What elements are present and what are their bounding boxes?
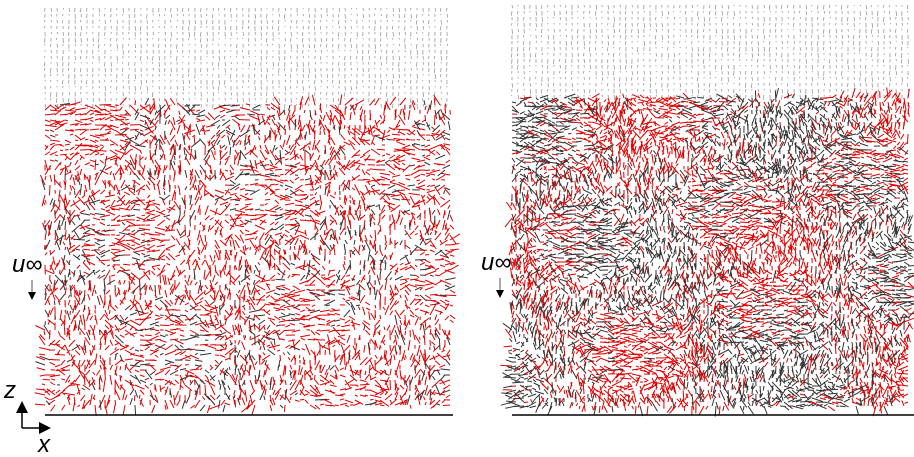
vector-field-right [500,5,914,417]
vector-field-left [35,8,461,416]
figure: u∞ u∞ z x [0,0,914,457]
vector-arrows [44,8,447,109]
vector-arrows [511,5,908,100]
freestream-label: u∞ [12,251,42,278]
axis-label-x: x [37,431,51,457]
vector-arrows [501,88,914,417]
axis-label-z: z [3,377,16,404]
freestream-label: u∞ [481,249,511,276]
